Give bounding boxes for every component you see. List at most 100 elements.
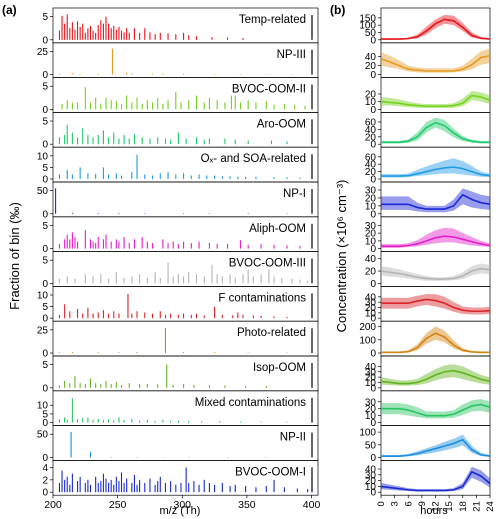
spectrum-peak [58, 137, 61, 145]
y-tick-label: 5 [42, 221, 48, 232]
spectrum-peak [102, 167, 104, 179]
spectrum-peak [195, 137, 198, 145]
spectrum-peak [115, 29, 117, 40]
spectrum-peak [214, 175, 216, 179]
spectrum-peak [82, 418, 84, 423]
spectrum-peak [113, 484, 115, 493]
spectrum-peak [113, 132, 115, 145]
spectrum-peak [95, 383, 97, 388]
spectrum-peak [133, 28, 135, 40]
spectrum-peak [144, 312, 146, 319]
spectrum-peak [183, 213, 185, 214]
spectrum-peak [162, 457, 164, 458]
spectrum-peak [260, 274, 262, 284]
y-tick-label: 20 [365, 167, 377, 178]
spectrum-peak [273, 479, 275, 493]
y-tick-label: 0 [370, 488, 376, 499]
spectrum-peak [146, 419, 148, 423]
spectrum-peak [118, 417, 120, 423]
spectrum-peak [162, 73, 164, 75]
spectrum-peak [188, 420, 190, 423]
spectrum-np-iii: 0 25 NP-III [37, 42, 319, 81]
diurnal-median [381, 438, 491, 457]
spectrum-peak [167, 262, 169, 284]
spectrum-peak [167, 172, 169, 179]
spectrum-peak [154, 271, 156, 284]
spectrum-peak [102, 473, 104, 493]
y-tick-label: 0 [370, 349, 376, 360]
spectrum-peak [237, 176, 239, 179]
y-tick-label: 40 [365, 52, 377, 63]
spectrum-peak [291, 278, 293, 284]
spectrum-peak [188, 100, 190, 110]
spectrum-peak [172, 385, 174, 388]
spectrum-peak [286, 213, 288, 215]
panel-a-y-axis-label: Fraction of bin (‰) [7, 202, 22, 310]
spectrum-peak [216, 243, 218, 249]
spectrum-peak [64, 304, 66, 319]
spectrum-peak [144, 482, 146, 493]
spectrum-peak [118, 313, 120, 319]
diurnal-band [381, 90, 490, 108]
spectrum-peak [242, 37, 244, 40]
spectrum-peak [299, 245, 301, 249]
spectrum-peak [170, 139, 172, 145]
spectrum-peak [149, 32, 151, 40]
y-tick-label: 4 [42, 463, 48, 474]
spectrum-frame [52, 460, 319, 496]
spectrum-peak [66, 419, 68, 423]
spectrum-peak [110, 456, 112, 458]
spectrum-peak [146, 277, 148, 284]
y-tick-label: 30 [365, 397, 377, 408]
y-tick-label: 0 [370, 70, 376, 81]
y-tick-label: 100 [359, 428, 376, 439]
y-tick-label: 0 [42, 488, 48, 499]
spectrum-peak [64, 380, 66, 388]
spectrum-peak [296, 488, 298, 493]
spectrum-peak [58, 385, 61, 388]
spectrum-peak [239, 102, 241, 110]
spectrum-peak [58, 73, 61, 75]
spectrum-peak [71, 212, 73, 214]
x-tick-label: 400 [303, 499, 321, 511]
diurnal-bvoc-oom-iii: 020 40 [365, 251, 491, 290]
spectrum-peak [260, 421, 262, 423]
factor-label-bg [282, 188, 307, 200]
diurnal-band [381, 434, 490, 457]
spectrum-peak [127, 293, 129, 319]
spectrum-peak [136, 457, 138, 458]
spectrum-peak [131, 419, 133, 423]
spectrum-peak [180, 482, 182, 493]
spectrum-peak [131, 172, 133, 179]
spectrum-peak [252, 276, 254, 284]
spectrum-peak [58, 482, 61, 493]
y-tick-label: 0 [370, 140, 376, 151]
y-tick-label: 0 [42, 453, 48, 464]
spectrum-peak [203, 315, 205, 319]
spectrum-peak [166, 364, 168, 388]
spectrum-peak [118, 213, 120, 214]
spectrum-aro-oom: 0 5 Aro-OOM [42, 112, 319, 151]
spectrum-peak [71, 473, 73, 493]
y-tick-label: 0 [42, 383, 48, 394]
y-tick-label: 20 [365, 267, 377, 278]
spectrum-peak [224, 138, 226, 145]
spectrum-peak [128, 32, 130, 40]
y-tick-label: 25 [37, 47, 49, 58]
spectrum-peak [286, 421, 288, 423]
spectrum-peak [265, 74, 267, 75]
spectrum-peak [195, 313, 198, 319]
y-tick-label: 20 [365, 303, 377, 314]
spectrum-peak [273, 104, 275, 110]
spectrum-peak [71, 232, 73, 249]
spectrum-peak [95, 97, 97, 110]
factor-label: Mixed contaminations [195, 397, 306, 409]
spectrum-peak [265, 101, 267, 110]
spectrum-peak [77, 21, 79, 40]
diurnal-median [380, 54, 491, 72]
spectrum-peak [102, 310, 104, 319]
